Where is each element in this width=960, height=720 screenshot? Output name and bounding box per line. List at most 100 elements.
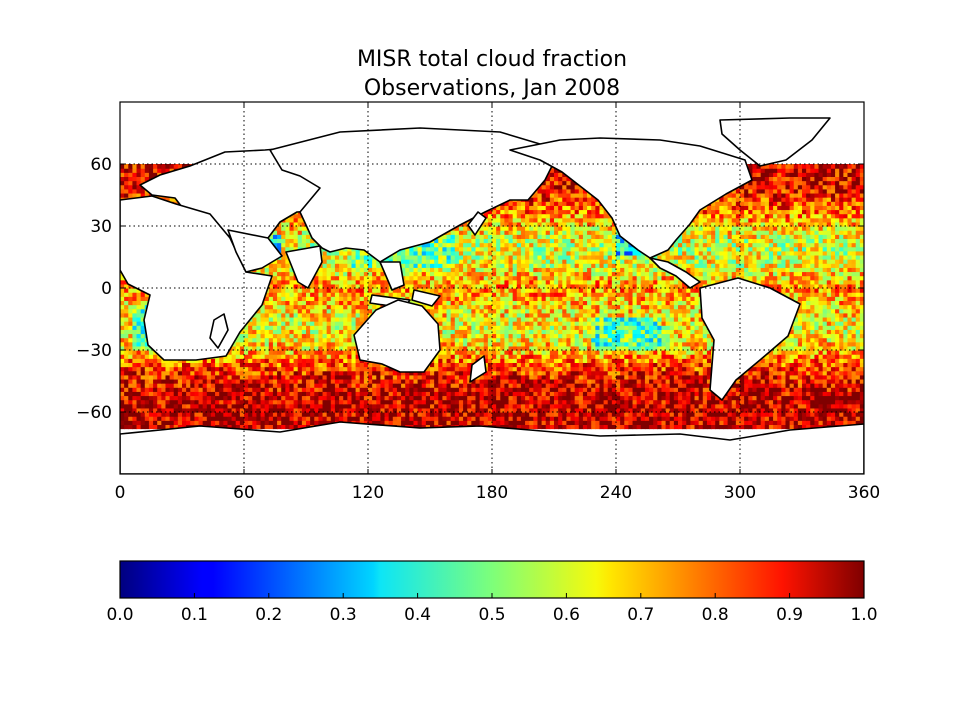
heatmap-cell xyxy=(136,399,142,405)
heatmap-cell xyxy=(467,316,472,322)
heatmap-cell xyxy=(248,329,253,335)
heatmap-cell xyxy=(487,412,493,417)
heatmap-cell xyxy=(562,350,567,355)
heatmap-cell xyxy=(248,370,253,376)
heatmap-cell xyxy=(463,403,468,409)
heatmap-cell xyxy=(219,366,224,372)
heatmap-cell xyxy=(620,345,625,351)
heatmap-cell xyxy=(599,391,605,397)
heatmap-cell xyxy=(512,387,518,392)
heatmap-cell xyxy=(161,374,167,380)
heatmap-cell xyxy=(301,362,307,368)
heatmap-cell xyxy=(272,383,278,388)
heatmap-cell xyxy=(306,345,311,351)
heatmap-cell xyxy=(421,399,427,405)
heatmap-cell xyxy=(297,403,303,409)
heatmap-cell xyxy=(830,399,836,405)
heatmap-cell xyxy=(430,424,435,430)
heatmap-cell xyxy=(339,395,344,401)
heatmap-cell xyxy=(549,354,555,359)
heatmap-cell xyxy=(496,412,501,417)
heatmap-cell xyxy=(669,399,675,405)
heatmap-cell xyxy=(723,407,729,413)
heatmap-cell xyxy=(260,387,266,392)
heatmap-cell xyxy=(595,399,601,405)
heatmap-cell xyxy=(301,329,307,335)
heatmap-cell xyxy=(256,370,262,376)
heatmap-cell xyxy=(318,416,324,421)
heatmap-cell xyxy=(636,395,642,401)
heatmap-cell xyxy=(463,383,468,388)
heatmap-cell xyxy=(549,387,555,392)
heatmap-cell xyxy=(421,416,427,421)
heatmap-cell xyxy=(314,370,319,376)
heatmap-cell xyxy=(401,399,406,405)
heatmap-cell xyxy=(810,399,815,405)
heatmap-cell xyxy=(148,416,154,421)
heatmap-cell xyxy=(698,383,704,388)
heatmap-cell xyxy=(628,358,634,363)
heatmap-cell xyxy=(272,391,278,397)
heatmap-cell xyxy=(140,316,146,322)
heatmap-cell xyxy=(814,387,820,392)
heatmap-cell xyxy=(206,407,212,413)
heatmap-cell xyxy=(711,416,716,421)
heatmap-cell xyxy=(611,378,617,384)
heatmap-cell xyxy=(537,399,543,405)
heatmap-cell xyxy=(458,420,464,425)
heatmap-cell xyxy=(475,407,481,413)
heatmap-cell xyxy=(566,316,572,322)
heatmap-cell xyxy=(611,316,617,322)
heatmap-cell xyxy=(483,412,489,417)
heatmap-cell xyxy=(492,316,497,322)
heatmap-cell xyxy=(438,325,443,330)
heatmap-cell xyxy=(272,416,278,421)
heatmap-cell xyxy=(826,412,832,417)
heatmap-cell xyxy=(194,399,200,405)
heatmap-cell xyxy=(554,370,559,376)
heatmap-cell xyxy=(520,337,526,343)
heatmap-cell xyxy=(599,312,605,318)
heatmap-cell xyxy=(430,391,435,397)
heatmap-cell xyxy=(574,333,580,339)
heatmap-cell xyxy=(479,399,485,405)
heatmap-cell xyxy=(826,374,832,380)
heatmap-cell xyxy=(702,391,708,397)
heatmap-cell xyxy=(566,345,572,351)
heatmap-cell xyxy=(504,424,510,430)
heatmap-cell xyxy=(190,378,195,384)
heatmap-cell xyxy=(533,362,539,368)
heatmap-cell xyxy=(467,391,472,397)
heatmap-cell xyxy=(235,383,241,388)
heatmap-cell xyxy=(297,378,303,384)
heatmap-cell xyxy=(661,337,667,343)
heatmap-cell xyxy=(272,321,278,326)
heatmap-cell xyxy=(144,366,150,372)
heatmap-cell xyxy=(603,387,609,392)
heatmap-cell xyxy=(537,325,543,330)
heatmap-cell xyxy=(186,383,191,388)
heatmap-cell xyxy=(306,337,311,343)
heatmap-cell xyxy=(669,325,675,330)
heatmap-cell xyxy=(516,316,522,322)
heatmap-cell xyxy=(814,395,820,401)
heatmap-cell xyxy=(339,337,344,343)
heatmap-cell xyxy=(359,366,365,372)
heatmap-cell xyxy=(789,366,795,372)
heatmap-cell xyxy=(533,412,539,417)
heatmap-cell xyxy=(475,416,481,421)
heatmap-cell xyxy=(239,383,245,388)
heatmap-cell xyxy=(830,412,836,417)
heatmap-cell xyxy=(140,325,146,330)
heatmap-cell xyxy=(508,399,514,405)
heatmap-cell xyxy=(520,412,526,417)
heatmap-cell xyxy=(293,321,299,326)
heatmap-cell xyxy=(256,350,262,355)
heatmap-cell xyxy=(554,420,559,425)
heatmap-cell xyxy=(479,383,485,388)
heatmap-cell xyxy=(806,412,811,417)
heatmap-cell xyxy=(190,420,195,425)
heatmap-cell xyxy=(190,412,195,417)
heatmap-cell xyxy=(339,329,344,335)
heatmap-cell xyxy=(694,412,700,417)
